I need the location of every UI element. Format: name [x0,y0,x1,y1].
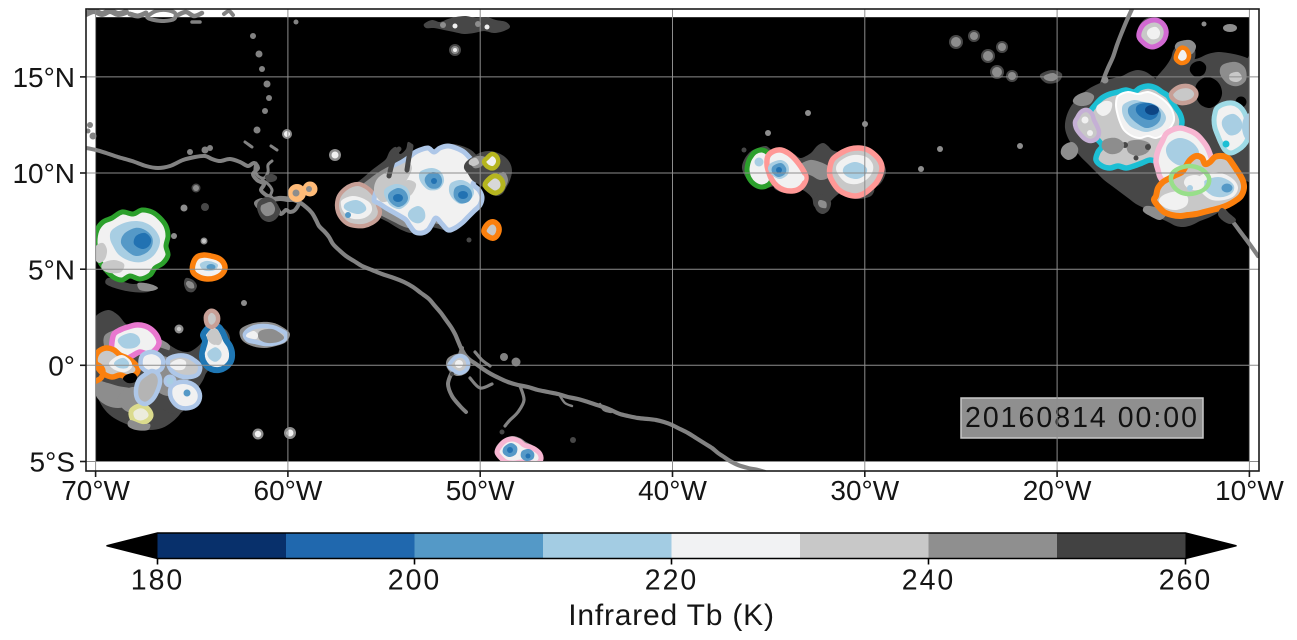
svg-text:30°W: 30°W [830,475,899,506]
svg-text:5°S: 5°S [30,447,75,478]
svg-text:Infrared Tb (K): Infrared Tb (K) [568,599,775,632]
svg-text:0°: 0° [48,351,75,382]
svg-text:20160814 00:00: 20160814 00:00 [965,402,1199,434]
svg-text:50°W: 50°W [446,475,515,506]
svg-text:40°W: 40°W [638,475,707,506]
svg-text:220: 220 [645,565,699,597]
svg-text:240: 240 [902,565,956,597]
svg-text:260: 260 [1159,565,1213,597]
svg-text:180: 180 [131,565,185,597]
svg-text:200: 200 [388,565,442,597]
svg-text:10°W: 10°W [1215,475,1284,506]
svg-text:15°N: 15°N [12,62,75,93]
svg-text:70°W: 70°W [61,475,130,506]
svg-text:10°N: 10°N [12,158,75,189]
svg-text:5°N: 5°N [28,254,75,285]
svg-text:20°W: 20°W [1023,475,1092,506]
svg-text:60°W: 60°W [254,475,323,506]
